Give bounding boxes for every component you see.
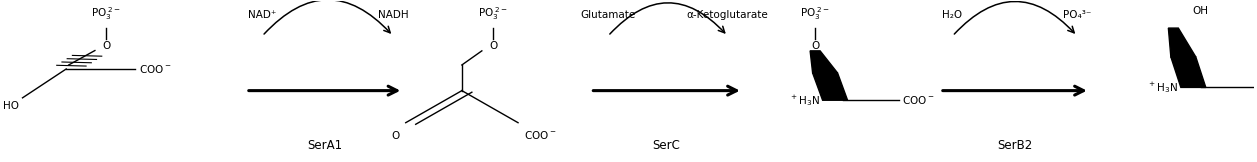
Text: H₂O: H₂O	[943, 10, 963, 20]
Text: SerC: SerC	[652, 139, 680, 152]
Polygon shape	[810, 51, 837, 73]
Text: O: O	[489, 41, 498, 51]
Text: PO$_3^{\ 2-}$: PO$_3^{\ 2-}$	[478, 6, 508, 22]
Text: $^+$H$_3$N: $^+$H$_3$N	[1148, 80, 1178, 95]
Text: OH: OH	[1193, 6, 1209, 16]
Text: $^+$H$_3$N: $^+$H$_3$N	[789, 93, 820, 108]
Text: O: O	[811, 41, 820, 51]
Polygon shape	[1168, 28, 1195, 57]
Text: NAD⁺: NAD⁺	[248, 10, 277, 20]
Text: NADH: NADH	[378, 10, 409, 20]
Text: SerB2: SerB2	[997, 139, 1032, 152]
FancyArrowPatch shape	[954, 1, 1075, 34]
Text: COO$^-$: COO$^-$	[138, 63, 171, 75]
Text: PO₄³⁻: PO₄³⁻	[1063, 10, 1091, 20]
Text: PO$_3^{\ 2-}$: PO$_3^{\ 2-}$	[799, 6, 830, 22]
Text: Glutamate: Glutamate	[581, 10, 636, 20]
Text: PO$_3^{\ 2-}$: PO$_3^{\ 2-}$	[91, 6, 121, 22]
Text: COO$^-$: COO$^-$	[903, 94, 935, 106]
FancyArrowPatch shape	[264, 0, 390, 34]
Text: SerA1: SerA1	[307, 139, 342, 152]
Text: COO$^-$: COO$^-$	[524, 129, 557, 141]
Polygon shape	[1170, 57, 1205, 87]
Text: O: O	[392, 131, 400, 141]
Text: O: O	[102, 41, 111, 51]
Polygon shape	[812, 73, 847, 100]
FancyArrowPatch shape	[610, 3, 725, 34]
Text: HO: HO	[3, 101, 19, 111]
Text: α-Ketoglutarate: α-Ketoglutarate	[686, 10, 768, 20]
